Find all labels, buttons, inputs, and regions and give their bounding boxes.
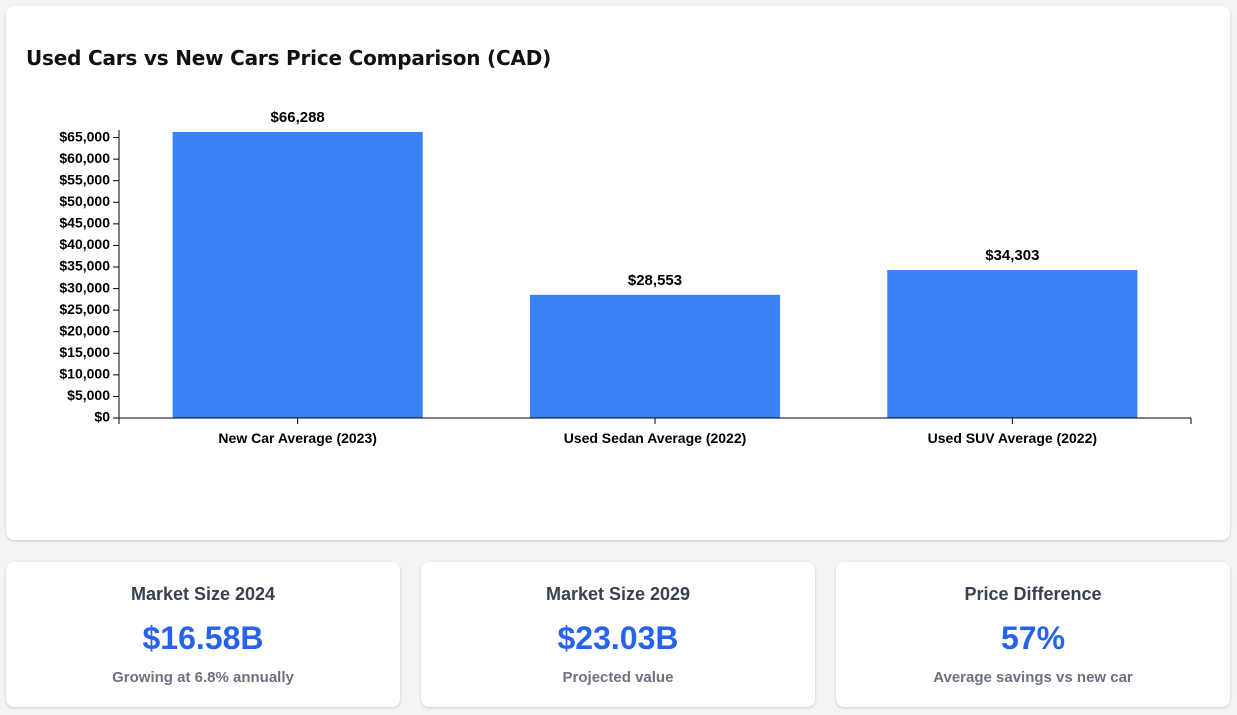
stat-label: Price Difference	[964, 584, 1102, 604]
stat-label: Market Size 2029	[545, 584, 691, 604]
y-tick-label: $30,000	[59, 279, 110, 295]
y-tick-label: $5,000	[67, 387, 110, 403]
stat-card-market-size-2029: Market Size 2029 $23.03B Projected value	[421, 562, 815, 707]
chart-card: Used Cars vs New Cars Price Comparison (…	[6, 6, 1230, 540]
y-tick-label: $50,000	[59, 193, 110, 209]
x-tick-label: Used SUV Average (2022)	[928, 430, 1097, 446]
y-tick-label: $45,000	[59, 215, 110, 231]
bar-chart: $0 $5,000 $10,000 $15,000 $20,000 $25,000 $30,…	[59, 109, 1192, 446]
x-tick-label: Used Sedan Average (2022)	[564, 430, 747, 446]
stat-value: $16.58B	[142, 620, 264, 656]
y-tick-label: $65,000	[59, 128, 110, 144]
stat-value: $23.03B	[557, 620, 679, 656]
bar	[529, 294, 781, 418]
x-tick-label: New Car Average (2023)	[218, 430, 376, 446]
bar-value-label: $66,288	[271, 109, 325, 126]
y-tick-label: $20,000	[59, 322, 110, 338]
bar	[172, 132, 423, 418]
stat-value: 57%	[1000, 620, 1066, 656]
y-tick-label: $0	[94, 409, 110, 425]
stat-description: Growing at 6.8% annually	[112, 669, 294, 686]
stat-label: Market Size 2024	[130, 584, 276, 604]
stat-card-price-difference: Price Difference 57% Average savings vs …	[836, 562, 1230, 707]
stat-description: Projected value	[562, 669, 674, 686]
y-tick-label: $15,000	[59, 344, 110, 360]
bar-value-label: $28,553	[628, 272, 682, 289]
y-tick-label: $55,000	[59, 171, 110, 187]
chart-title: Used Cars vs New Cars Price Comparison (…	[26, 46, 552, 70]
y-tick-label: $35,000	[59, 258, 110, 274]
y-tick-label: $40,000	[59, 236, 110, 252]
bar-value-label: $34,303	[985, 247, 1039, 264]
stat-card-market-size-2024: Market Size 2024 $16.58B Growing at 6.8%…	[6, 562, 400, 707]
y-tick-label: $60,000	[59, 150, 110, 166]
y-tick-label: $25,000	[59, 301, 110, 317]
bar	[887, 269, 1138, 418]
y-tick-label: $10,000	[59, 366, 110, 382]
stat-description: Average savings vs new car	[933, 669, 1133, 686]
